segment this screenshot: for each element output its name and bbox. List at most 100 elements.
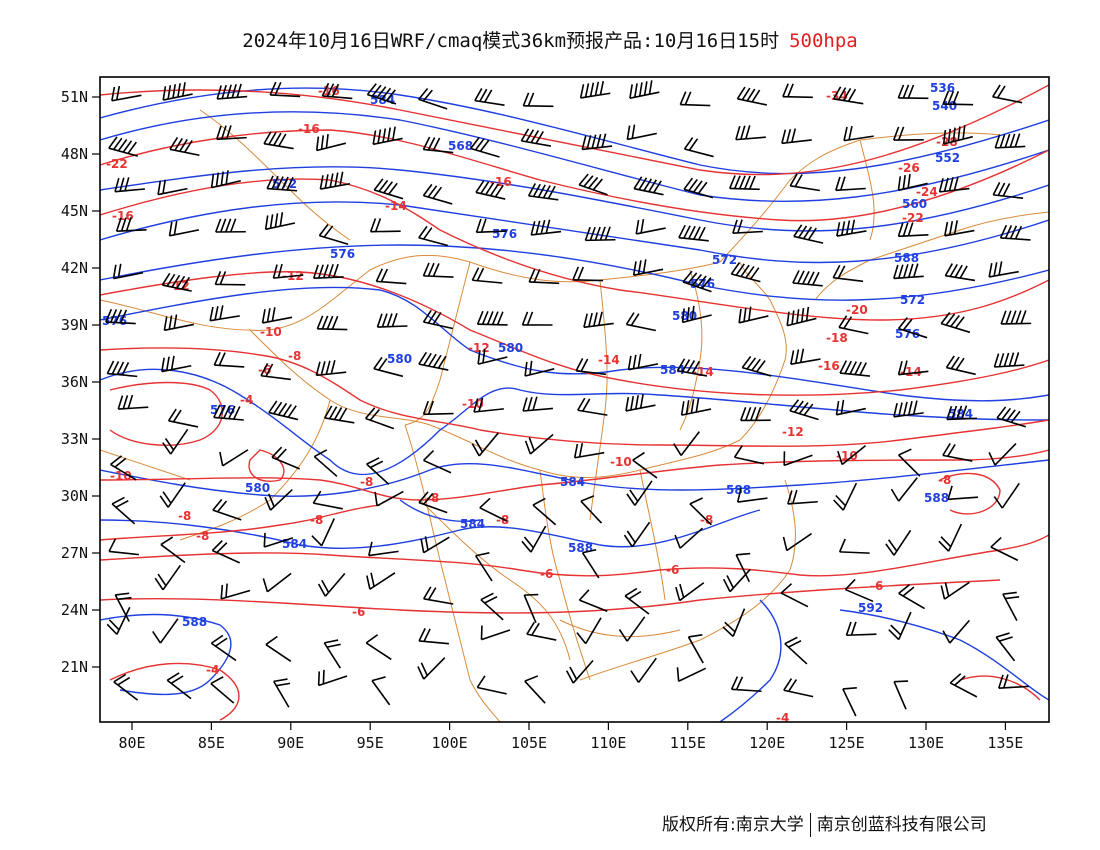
lon-tick-label: 135E	[987, 734, 1023, 752]
wind-barb	[581, 133, 613, 151]
wind-barb	[632, 259, 664, 276]
temperature-contours	[100, 84, 1049, 721]
wind-barb	[938, 176, 970, 193]
temperature-label: -28	[936, 135, 958, 149]
wind-barb	[626, 480, 653, 506]
wind-barb	[522, 396, 554, 412]
wind-barb	[167, 408, 199, 428]
height-label: 536	[930, 81, 955, 95]
height-label: 588	[726, 483, 751, 497]
wind-barb	[583, 311, 614, 329]
wind-barb	[740, 406, 771, 422]
wind-barb	[317, 669, 348, 687]
wind-barb	[473, 397, 504, 413]
wind-barb	[366, 572, 396, 590]
wind-barb	[527, 183, 559, 201]
wind-barb	[117, 394, 149, 410]
height-label: 588	[924, 491, 949, 505]
wind-barb	[839, 360, 871, 377]
wind-barb	[422, 136, 454, 154]
wind-barb	[475, 552, 493, 582]
wind-barb	[897, 84, 929, 100]
lat-tick-label: 36N	[61, 373, 88, 391]
wind-barb	[368, 541, 399, 557]
wind-barb	[994, 133, 1026, 149]
wind-barb	[264, 212, 296, 231]
height-label: 572	[900, 293, 925, 307]
wind-barb	[786, 306, 817, 327]
wind-barb	[995, 632, 1016, 662]
wind-barb	[993, 352, 1025, 368]
wind-barb	[423, 586, 454, 605]
wind-barb	[942, 125, 973, 145]
wind-barb	[418, 87, 448, 110]
lon-tick-label: 130E	[908, 734, 944, 752]
wind-barb	[526, 621, 557, 641]
wind-barb	[623, 521, 651, 548]
wind-barb	[999, 224, 1031, 241]
wind-barb	[676, 667, 707, 683]
wind-barb	[998, 674, 1029, 689]
temperature-labels: -16 -16 -22 -16 -16 -14 -12 -12 -10 -8 -…	[106, 84, 958, 725]
wind-barb	[315, 134, 347, 152]
wind-barb	[689, 497, 712, 526]
wind-barb	[216, 125, 247, 141]
temperature-label: -10	[836, 449, 858, 463]
wind-barb	[106, 360, 138, 378]
height-label: 576	[492, 227, 517, 241]
wind-barb	[947, 485, 979, 501]
wind-barb	[321, 82, 353, 100]
wind-barb	[366, 457, 390, 485]
wind-barb	[216, 83, 248, 100]
temperature-label: -8	[938, 473, 951, 487]
wind-barb	[364, 407, 395, 430]
wind-barb	[633, 176, 664, 196]
wind-barb	[210, 170, 241, 189]
wind-barb	[789, 399, 819, 421]
temperature-label: -8	[196, 529, 209, 543]
wind-barb	[627, 353, 659, 371]
temperature-label: -26	[898, 161, 920, 175]
wind-barb	[112, 263, 144, 280]
wind-barb	[629, 80, 660, 99]
lon-tick-label: 90E	[277, 734, 304, 752]
lat-tick-label: 21N	[61, 658, 88, 676]
wind-barb	[1002, 591, 1020, 622]
wind-barb	[683, 177, 714, 199]
temperature-label: -6	[352, 605, 365, 619]
temperature-label: -10	[110, 469, 132, 483]
temperature-label: -14	[598, 353, 620, 367]
wind-barb	[946, 405, 977, 421]
wind-barb	[418, 491, 448, 514]
temperature-label: -4	[776, 711, 789, 725]
wind-barb	[376, 313, 408, 328]
wind-barb	[315, 360, 347, 377]
wind-barb	[418, 628, 450, 645]
wind-barb	[211, 540, 241, 564]
wind-barb	[790, 348, 821, 365]
lon-tick-label: 125E	[829, 734, 865, 752]
wind-barb	[215, 218, 246, 233]
wind-barb	[992, 84, 1023, 104]
wind-barb	[422, 400, 454, 416]
wind-barb	[324, 405, 355, 424]
wind-barb	[154, 564, 182, 591]
height-label: 580	[498, 341, 523, 355]
wind-barb	[108, 538, 139, 556]
wind-barb	[573, 443, 605, 459]
wind-barb	[784, 636, 808, 665]
wind-barb	[679, 91, 711, 107]
lat-tick-label: 30N	[61, 487, 88, 505]
wind-barb	[789, 173, 820, 192]
wind-barb	[993, 482, 1020, 509]
temperature-label: -8	[288, 349, 301, 363]
wind-barb	[681, 305, 712, 324]
wind-barb	[521, 311, 553, 326]
wind-barb	[942, 443, 973, 462]
wind-barb	[214, 271, 246, 286]
lon-tick-label: 120E	[749, 734, 785, 752]
wind-barb	[728, 175, 760, 191]
height-label: 576	[330, 247, 355, 261]
wind-barb	[843, 126, 874, 142]
wind-barb	[212, 498, 242, 521]
